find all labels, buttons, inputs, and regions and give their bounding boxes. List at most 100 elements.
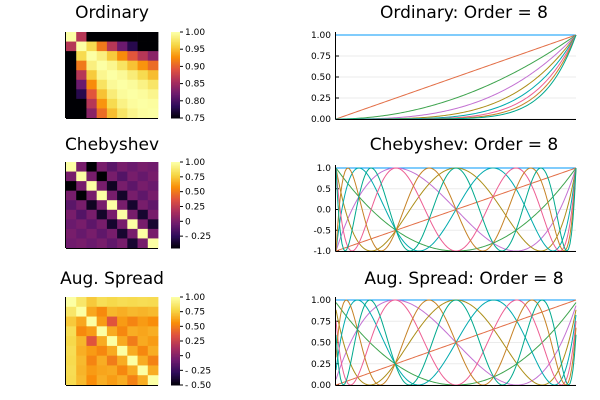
ordinary-colorbar-segment [171,89,180,92]
aug-spread-colorbar-segment [171,310,180,313]
chebyshev-heatmap-cell [86,190,98,201]
aug-spread-heatmap-cell [76,375,87,386]
ordinary-heatmap-cell [127,98,138,109]
ordinary-basis-title: Ordinary: Order = 8 [380,3,548,23]
aug-spread-heatmap-cell [106,297,118,308]
chebyshev-heatmap-cell [76,228,87,239]
chebyshev-heatmap-cell [96,181,108,192]
ordinary-heatmap-cell [106,79,118,90]
aug-spread-heatmap-cell [137,297,149,308]
ordinary-colorbar-segment [171,112,180,115]
aug-spread-heatmap-cell [106,306,118,317]
aug-spread-heatmap-cell [96,336,108,347]
aug-spread-basis-y-tick-label: 0.50 [311,339,331,349]
chebyshev-colorbar-segment [171,225,180,227]
ordinary-colorbar-segment [171,49,180,52]
ordinary-colorbar-segment [171,109,180,112]
chebyshev-heatmap-cell [127,219,138,230]
chebyshev-colorbar-segment [171,189,180,192]
chebyshev-heatmap-cell [106,190,118,201]
chebyshev-heatmap-cell [66,162,77,172]
ordinary-heatmap-cell [86,79,98,90]
aug-spread-basis-series-line [335,299,577,386]
ordinary-colorbar-segment [171,110,180,113]
aug-spread-heatmap-cell [147,316,159,327]
ordinary-colorbar-tick-label: 1.00 [185,28,205,38]
ordinary-colorbar-segment [171,83,180,86]
chebyshev-heatmap-cell [76,200,87,211]
ordinary-heatmap-cell [76,79,87,90]
chebyshev-colorbar-tick-label: 0.50 [185,188,205,198]
ordinary-colorbar-segment [171,37,180,40]
chebyshev-colorbar-segment [171,169,180,172]
aug-spread-heatmap-cell [86,375,98,386]
aug-spread-colorbar-segment [171,302,180,305]
chebyshev-colorbar-segment [171,227,180,230]
aug-spread-heatmap-cell [76,336,87,347]
ordinary-heatmap-cell [137,108,149,119]
ordinary-colorbar-tick-label: 0.95 [185,45,205,55]
chebyshev-heatmap-cell [117,238,128,249]
chebyshev-colorbar-segment [171,229,180,232]
ordinary-colorbar-segment [171,32,180,34]
ordinary-heatmap-cell [86,108,98,119]
ordinary-colorbar-segment [171,115,180,118]
aug-spread-heatmap-cell [106,345,118,357]
chebyshev-heatmap-cell [96,171,108,182]
ordinary-colorbar-segment [171,36,180,39]
aug-spread-heatmap-cell [76,345,87,357]
ordinary-basis-series-line [335,34,577,120]
aug-spread-colorbar-segment [171,321,180,324]
ordinary-colorbar-tick-label: 0.80 [185,97,205,107]
ordinary-heatmap-cell [106,70,118,81]
aug-spread-heatmap-cell [127,345,138,357]
ordinary-heatmap-cell [127,108,138,119]
ordinary-heatmap-cell [137,60,149,71]
ordinary-heatmap-cell [117,70,128,81]
aug-spread-heatmap-cell [86,345,98,357]
chebyshev-heatmap-cell [117,171,128,182]
chebyshev-heatmap-cell [147,181,159,192]
aug-spread-colorbar-segment [171,374,180,377]
ordinary-heatmap-title: Ordinary [75,3,149,23]
chebyshev-heatmap-cell [86,171,98,182]
aug-spread-heatmap-cell [66,326,77,337]
ordinary-colorbar-segment [171,86,180,89]
ordinary-colorbar-segment [171,66,180,69]
chebyshev-colorbar-segment [171,236,180,239]
chebyshev-colorbar-segment [171,186,180,189]
aug-spread-colorbar-segment [171,370,180,373]
aug-spread-heatmap-cell [96,326,108,337]
aug-spread-colorbar-segment [171,377,180,380]
aug-spread-heatmap-cell [147,345,159,357]
ordinary-heatmap-cell [96,70,108,81]
ordinary-heatmap-cell [76,41,87,52]
ordinary-colorbar-segment [171,42,180,44]
aug-spread-heatmap-cell [96,297,108,308]
ordinary-heatmap-cell [96,51,108,62]
chebyshev-colorbar-segment [171,210,180,213]
aug-spread-heatmap-cell [137,365,149,376]
aug-spread-heatmap-cell [76,297,87,308]
aug-spread-heatmap-cell [96,345,108,357]
ordinary-colorbar-segment [171,33,180,36]
chebyshev-heatmap-cell [137,228,149,239]
ordinary-heatmap-cell [86,41,98,52]
chebyshev-heatmap-cell [127,228,138,239]
aug-spread-heatmap-cell [96,355,108,366]
chebyshev-colorbar-segment [171,206,180,209]
chebyshev-heatmap-cell [127,171,138,182]
aug-spread-colorbar-segment [171,354,180,357]
chebyshev-colorbar-segment [171,166,180,169]
aug-spread-heatmap-cell [76,365,87,376]
ordinary-colorbar-segment [171,54,180,57]
chebyshev-heatmap-cell [66,228,77,239]
chebyshev-heatmap-cell [106,219,118,230]
ordinary-heatmap-cell [127,79,138,90]
chebyshev-heatmap-cell [106,200,118,211]
chebyshev-colorbar-segment [171,173,180,176]
chebyshev-heatmap-cell [137,162,149,172]
aug-spread-heatmap-cell [137,375,149,386]
aug-spread-colorbar-segment [171,345,180,348]
ordinary-colorbar-segment [171,97,180,100]
